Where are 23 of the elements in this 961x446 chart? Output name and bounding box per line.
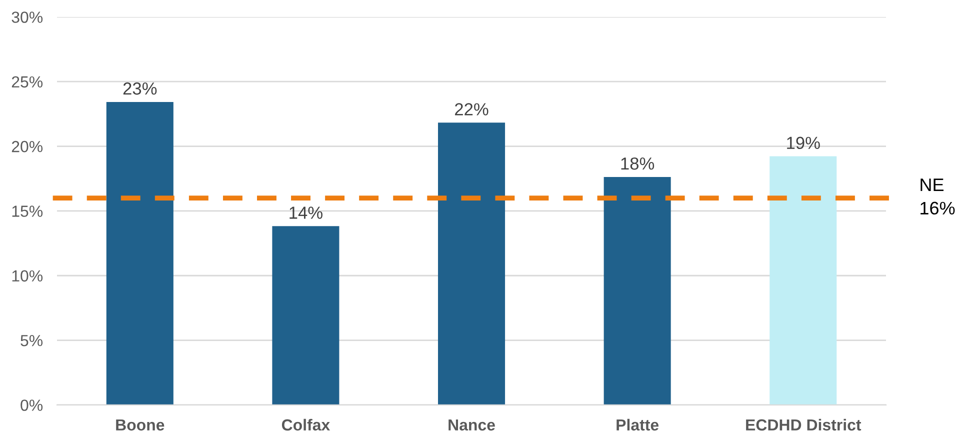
data-label: 22%: [455, 103, 488, 116]
y-tick-label: 25%: [12, 76, 43, 88]
ref-line-label: NE 16%: [920, 178, 955, 215]
bar: [106, 102, 174, 405]
y-tick-label: 0%: [20, 400, 43, 411]
x-tick-label: Colfax: [282, 418, 330, 431]
y-tick-label: 5%: [20, 335, 43, 346]
y-tick-label: 15%: [12, 206, 43, 217]
y-tick-label: 10%: [12, 270, 43, 282]
data-label: 19%: [787, 136, 820, 150]
x-tick-label: ECDHD District: [746, 418, 862, 431]
bar: [438, 122, 506, 405]
bar: [770, 156, 837, 405]
data-label: 14%: [290, 206, 322, 219]
bar: [272, 226, 340, 405]
x-tick-label: Nance: [448, 419, 495, 431]
x-tick-label: Boone: [116, 419, 164, 431]
data-label: 18%: [621, 157, 654, 170]
data-label: 23%: [123, 82, 157, 95]
y-tick-label: 30%: [12, 12, 43, 23]
x-tick-label: Platte: [616, 418, 659, 431]
y-tick-label: 20%: [12, 140, 43, 152]
bar: [604, 176, 671, 405]
